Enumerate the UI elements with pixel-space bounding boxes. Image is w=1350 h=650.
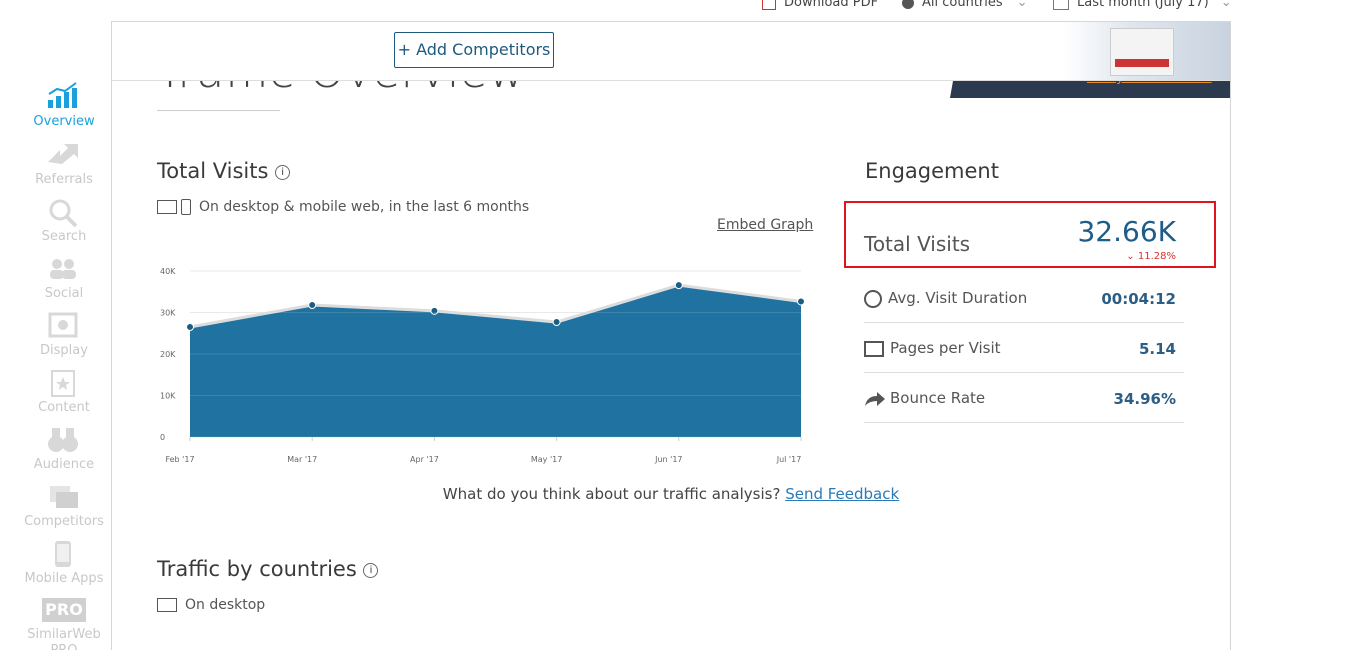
audience-icon: [48, 428, 78, 452]
nav-referrals[interactable]: Referrals: [35, 172, 93, 187]
feedback-question: What do you think about our traffic anal…: [442, 485, 781, 503]
countries-subtitle-row: On desktop: [157, 597, 265, 613]
pro-badge: PRO: [42, 598, 86, 622]
thumb-strip: [1115, 59, 1169, 67]
point: [186, 323, 194, 332]
row-label: Bounce Rate: [890, 389, 986, 407]
info-icon[interactable]: i: [275, 164, 291, 180]
x-tick-label: Mar '17: [287, 455, 317, 464]
country-select[interactable]: All countries ⌄: [902, 0, 1028, 10]
y-tick-label: 20K: [160, 350, 176, 359]
engagement-title: Engagement: [865, 159, 999, 183]
referrals-icon: [48, 144, 78, 164]
row-bounce: Bounce Rate: [864, 389, 985, 407]
download-pdf[interactable]: Download PDF: [762, 0, 878, 10]
point: [430, 306, 439, 315]
row-value: 34.96%: [1113, 390, 1176, 408]
point: [674, 281, 683, 290]
point: [552, 318, 561, 327]
row-value: 00:04:12: [1101, 290, 1176, 308]
nav-search[interactable]: Search: [41, 229, 87, 244]
pages-icon: [864, 340, 884, 357]
row-duration: Avg. Visit Duration: [864, 289, 1027, 308]
total-visits-chart: 0 10K 20K 30K 40K Feb '17 Mar '17 Apr '17 May '1…: [160, 267, 805, 464]
countries-subtitle: On desktop: [185, 597, 266, 613]
map-fragment: [307, 632, 417, 650]
info-icon[interactable]: i: [363, 562, 379, 578]
row-pages: Pages per Visit: [864, 339, 1001, 357]
site-thumbnail: [1064, 22, 1230, 80]
main-panel: Estimated Data Verify Your Website Traff…: [111, 21, 1231, 650]
calendar-icon: [1053, 0, 1069, 10]
nav-social[interactable]: Social: [44, 286, 84, 301]
chevron: ⌄: [1220, 0, 1232, 10]
total-visits-title: Total Visits: [157, 159, 269, 183]
y-tick-label: 40K: [160, 267, 176, 276]
y-tick-label: 30K: [160, 309, 176, 318]
nav-content[interactable]: Content: [38, 400, 90, 415]
x-tick-label: Jul '17: [776, 455, 802, 464]
total-visits-subtitle-row: On desktop & mobile web, in the last 6 m…: [157, 199, 529, 215]
total-visits-change: ⌄ 11.28%: [1126, 251, 1176, 262]
total-visits-subtitle: On desktop & mobile web, in the last 6 m…: [199, 199, 530, 215]
add-competitors-button[interactable]: + Add Competitors: [394, 32, 554, 68]
row-label: Avg. Visit Duration: [888, 289, 1028, 307]
separator: [864, 422, 1184, 423]
total-visits-heading: Total Visits i: [157, 159, 291, 183]
content-icon: [51, 370, 75, 397]
overview-icon: [48, 82, 77, 108]
country-label: All countries: [922, 0, 1003, 10]
timer-icon: [864, 289, 882, 308]
total-visits-value: 32.66K: [1077, 215, 1176, 248]
feedback: What do you think about our traffic anal…: [112, 485, 1230, 503]
separator: [864, 372, 1184, 373]
title-underline: [157, 110, 280, 111]
separator: [864, 322, 1184, 323]
nav-audience[interactable]: Audience: [33, 457, 95, 472]
desktop-icon: [157, 598, 177, 612]
nav-pro[interactable]: SimilarWeb PRO: [27, 627, 101, 650]
change-value: 11.28%: [1137, 251, 1176, 262]
y-tick-label: 0: [160, 433, 165, 442]
desktop-icon: [157, 200, 177, 214]
highlight-box: [844, 201, 1216, 268]
total-visits-label: Total Visits: [864, 232, 971, 256]
row-label: Pages per Visit: [890, 339, 1001, 357]
competitors-icon: [50, 486, 78, 508]
point: [797, 297, 805, 306]
search-icon: [49, 199, 78, 228]
globe-icon: [902, 0, 914, 9]
pdf-icon: [762, 0, 776, 10]
social-icon: [50, 259, 76, 279]
area: [190, 285, 801, 437]
countries-heading: Traffic by countries i: [157, 557, 379, 581]
header-bar: [112, 22, 1230, 81]
bounce-icon: [865, 391, 885, 406]
nav-overview[interactable]: Overview: [33, 114, 95, 129]
x-tick-label: May '17: [531, 455, 562, 464]
row-value: 5.14: [1138, 340, 1176, 358]
x-tick-label: Jun '17: [654, 455, 682, 464]
x-tick-label: Feb '17: [165, 455, 194, 464]
point: [308, 301, 317, 310]
send-feedback-link[interactable]: Send Feedback: [785, 485, 900, 503]
display-icon: [48, 312, 78, 338]
mobile-icon: [55, 541, 71, 567]
countries-title: Traffic by countries: [157, 557, 357, 581]
nav-display[interactable]: Display: [40, 343, 88, 358]
line: [189, 283, 802, 329]
nav-competitors[interactable]: Competitors: [24, 514, 104, 529]
chevron: ⌄: [1016, 0, 1028, 10]
x-tick-label: Apr '17: [410, 455, 439, 464]
download-label: Download PDF: [784, 0, 879, 10]
period-select[interactable]: Last month (July 17) ⌄: [1053, 0, 1232, 10]
thumb-page: [1110, 28, 1174, 76]
embed-graph-link[interactable]: Embed Graph: [717, 217, 814, 233]
nav-mobile-apps[interactable]: Mobile Apps: [24, 571, 104, 586]
period-label: Last month (July 17): [1077, 0, 1209, 10]
y-tick-label: 10K: [160, 392, 176, 401]
mobile-icon: [181, 199, 191, 215]
